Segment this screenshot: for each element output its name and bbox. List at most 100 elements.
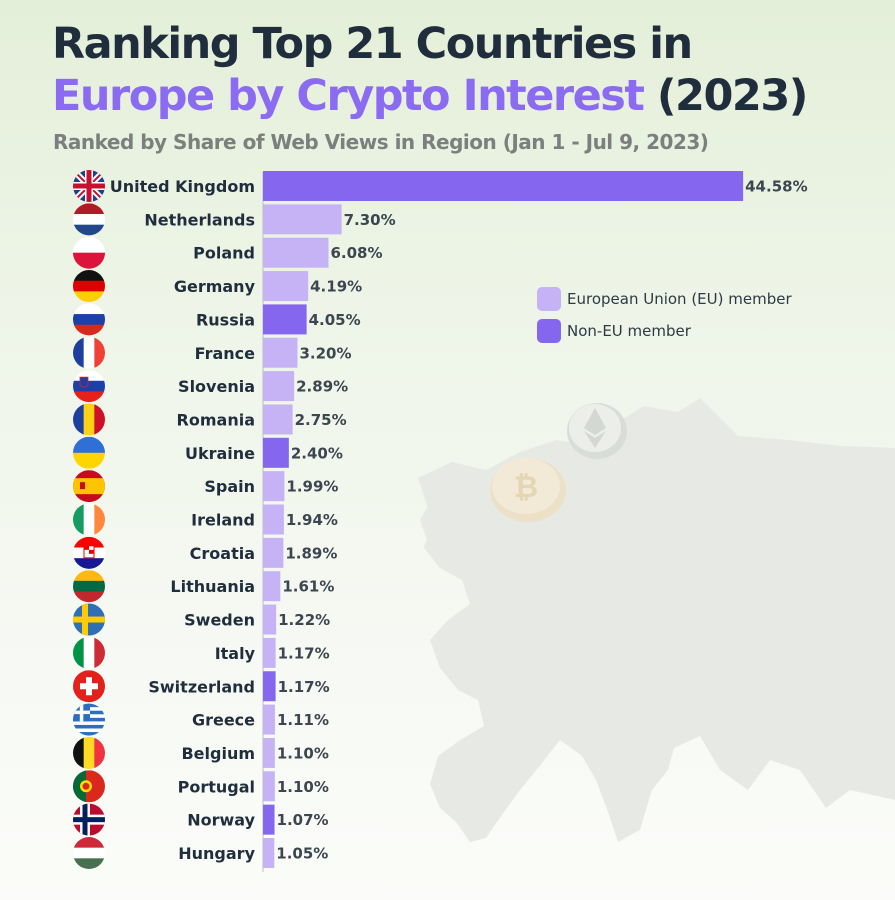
svg-text:₿: ₿ xyxy=(514,470,538,505)
bar-sweden xyxy=(263,604,277,635)
country-label-croatia: Croatia xyxy=(190,544,255,563)
bar-netherlands xyxy=(263,204,342,235)
value-label-france: 3.20% xyxy=(299,344,351,362)
bar-lithuania xyxy=(263,571,281,602)
country-label-switzerland: Switzerland xyxy=(148,677,255,696)
value-label-spain: 1.99% xyxy=(286,478,338,496)
value-label-italy: 1.17% xyxy=(278,644,330,662)
france-flag-icon xyxy=(73,336,105,369)
croatia-flag-icon xyxy=(73,536,105,569)
chart-title: Ranking Top 21 Countries in Europe by Cr… xyxy=(52,18,808,122)
country-label-poland: Poland xyxy=(193,244,255,263)
title-year: (2023) xyxy=(656,71,808,121)
title-accent: Europe by Crypto Interest xyxy=(52,71,645,121)
bar-belgium xyxy=(263,737,275,768)
country-label-norway: Norway xyxy=(187,811,255,830)
scandinavia-landmass xyxy=(588,470,672,574)
country-label-romania: Romania xyxy=(177,410,255,429)
value-label-lithuania: 1.61% xyxy=(282,578,334,596)
country-label-germany: Germany xyxy=(174,277,256,296)
poland-flag-icon xyxy=(73,236,105,269)
value-label-hungary: 1.05% xyxy=(276,845,328,863)
value-label-greece: 1.11% xyxy=(277,711,329,729)
country-label-lithuania: Lithuania xyxy=(170,577,255,596)
value-label-germany: 4.19% xyxy=(310,278,362,296)
value-label-belgium: 1.10% xyxy=(277,744,329,762)
bitcoin-coin-icon: ₿ xyxy=(490,458,566,522)
bar-greece xyxy=(263,704,275,735)
value-label-slovenia: 2.89% xyxy=(296,378,348,396)
norway-flag-icon xyxy=(73,803,105,836)
bar-italy xyxy=(263,637,276,668)
bar-hungary xyxy=(263,838,275,868)
value-label-poland: 6.08% xyxy=(330,244,382,262)
value-label-romania: 2.75% xyxy=(295,411,347,429)
value-label-croatia: 1.89% xyxy=(285,544,337,562)
uk-flag-icon xyxy=(73,170,105,202)
bar-romania xyxy=(263,404,293,435)
netherlands-flag-icon xyxy=(73,203,105,236)
country-label-united-kingdom: United Kingdom xyxy=(110,177,255,196)
bar-united-kingdom xyxy=(263,171,744,201)
value-label-portugal: 1.10% xyxy=(277,778,329,796)
legend-item-non-eu: Non-EU member xyxy=(537,318,792,344)
country-label-slovenia: Slovenia xyxy=(178,377,255,396)
hungary-flag-icon xyxy=(73,837,105,869)
value-label-switzerland: 1.17% xyxy=(278,678,330,696)
country-label-france: France xyxy=(195,344,255,363)
country-label-italy: Italy xyxy=(215,644,256,663)
ireland-flag-icon xyxy=(73,503,105,536)
legend-swatch-non-eu xyxy=(537,319,561,343)
country-label-netherlands: Netherlands xyxy=(144,210,255,229)
country-label-ireland: Ireland xyxy=(191,511,255,530)
greece-flag-icon xyxy=(73,703,105,736)
bar-germany xyxy=(263,271,309,302)
value-label-sweden: 1.22% xyxy=(278,611,330,629)
russia-flag-icon xyxy=(73,303,105,336)
bar-france xyxy=(263,337,298,368)
ukraine-flag-icon xyxy=(73,436,105,469)
bar-poland xyxy=(263,237,329,268)
lithuania-flag-icon xyxy=(73,570,105,603)
chart-legend: European Union (EU) member Non-EU member xyxy=(537,286,792,350)
bar-croatia xyxy=(263,537,284,568)
value-label-united-kingdom: 44.58% xyxy=(745,178,807,196)
value-label-ukraine: 2.40% xyxy=(291,444,343,462)
title-line-1: Ranking Top 21 Countries in xyxy=(52,19,693,69)
legend-item-eu: European Union (EU) member xyxy=(537,286,792,312)
bar-norway xyxy=(263,804,275,835)
ethereum-coin-icon xyxy=(567,403,627,459)
value-label-ireland: 1.94% xyxy=(286,511,338,529)
portugal-flag-icon xyxy=(73,770,105,803)
value-label-russia: 4.05% xyxy=(309,311,361,329)
bar-ireland xyxy=(263,504,284,535)
germany-flag-icon xyxy=(73,270,105,303)
value-label-netherlands: 7.30% xyxy=(344,211,396,229)
country-label-greece: Greece xyxy=(192,711,255,730)
bar-ukraine xyxy=(263,437,289,468)
belgium-flag-icon xyxy=(73,736,105,769)
value-label-norway: 1.07% xyxy=(277,811,329,829)
bar-switzerland xyxy=(263,671,276,702)
country-label-ukraine: Ukraine xyxy=(185,444,255,463)
country-label-hungary: Hungary xyxy=(178,844,255,863)
slovenia-flag-icon xyxy=(73,370,105,403)
chart-subtitle: Ranked by Share of Web Views in Region (… xyxy=(53,130,709,154)
country-label-russia: Russia xyxy=(196,310,255,329)
legend-swatch-eu xyxy=(537,287,561,311)
britain-landmass xyxy=(420,496,460,548)
legend-label-eu: European Union (EU) member xyxy=(567,290,792,308)
bar-russia xyxy=(263,304,307,335)
legend-label-non-eu: Non-EU member xyxy=(567,322,691,340)
italy-flag-icon xyxy=(73,636,105,669)
country-label-portugal: Portugal xyxy=(178,777,255,796)
bar-slovenia xyxy=(263,371,295,402)
switzerland-flag-icon xyxy=(73,670,105,703)
country-label-sweden: Sweden xyxy=(184,611,255,630)
romania-flag-icon xyxy=(73,403,105,436)
bar-spain xyxy=(263,471,285,502)
country-label-belgium: Belgium xyxy=(181,744,255,763)
country-label-spain: Spain xyxy=(204,477,255,496)
spain-flag-icon xyxy=(73,470,105,503)
